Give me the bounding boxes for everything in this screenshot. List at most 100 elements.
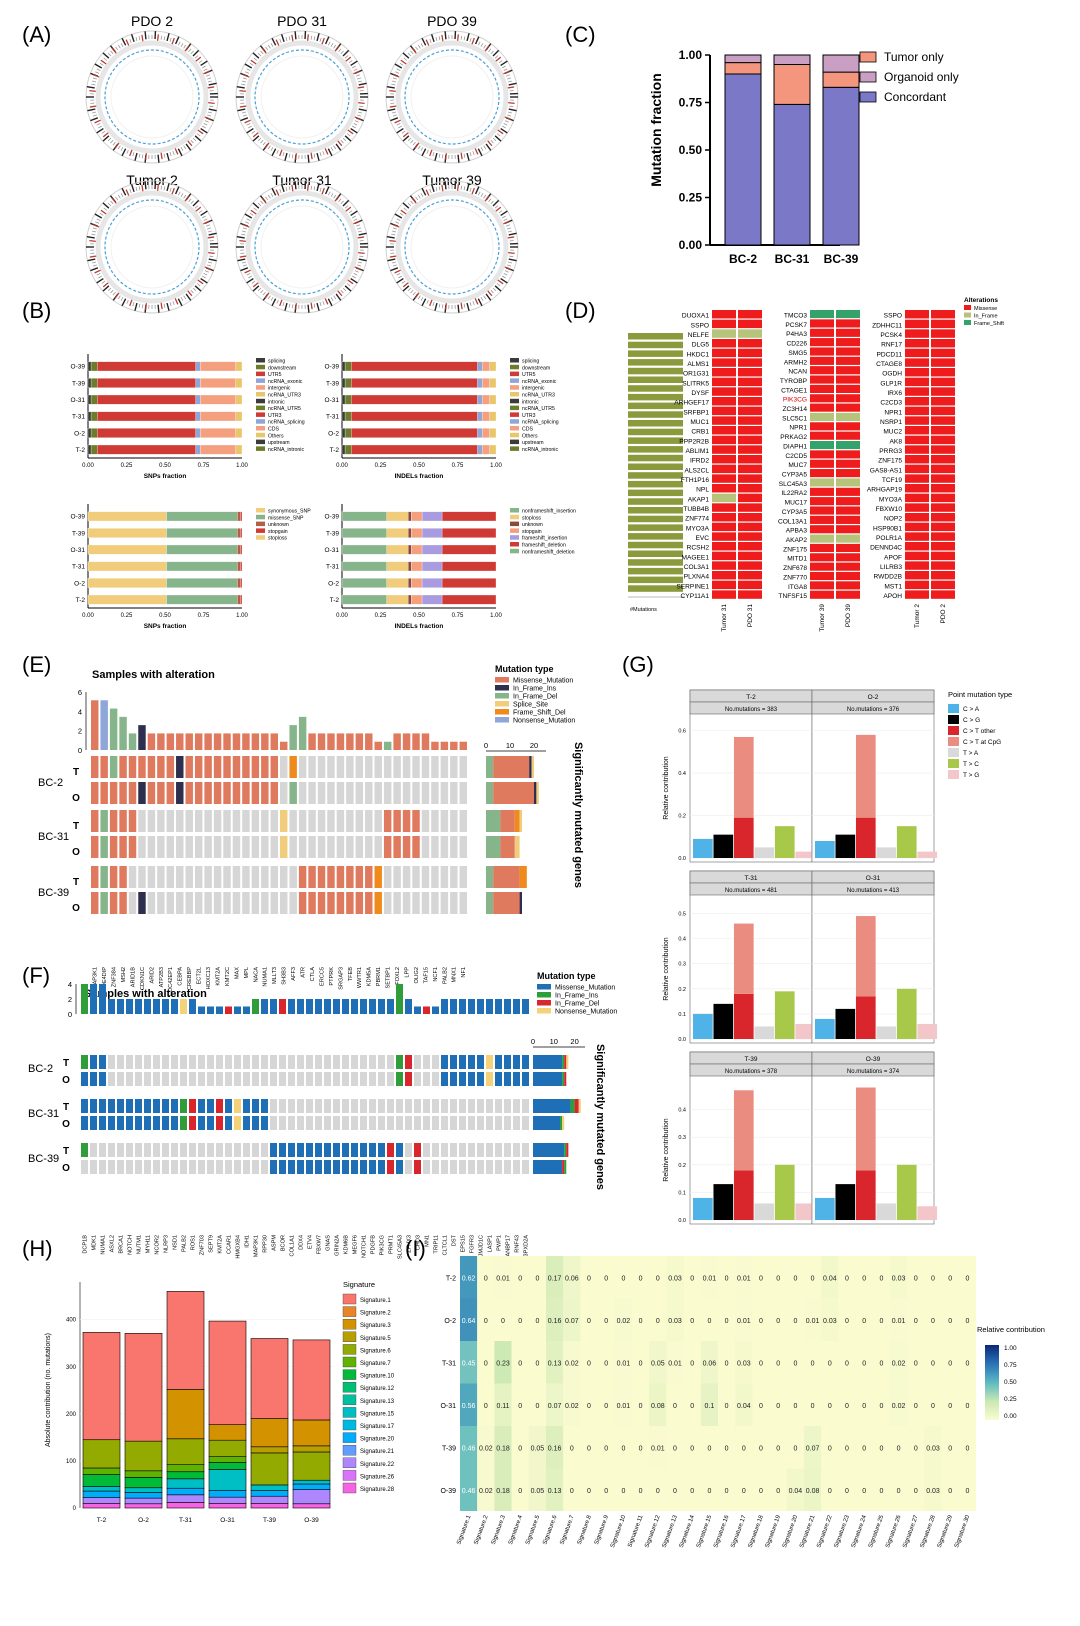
oncoprint-cell [522, 1116, 529, 1130]
circos-title: Tumor 31 [272, 172, 332, 188]
top-bar [128, 733, 137, 750]
circos-red-mark [275, 39, 280, 47]
heatmap-cell [836, 562, 860, 571]
gene-label: CDKN1C [140, 967, 146, 990]
legend-title-line: Relative contribution [977, 1325, 1045, 1334]
bar-segment [341, 411, 346, 422]
oncoprint-cell [232, 866, 241, 888]
spectrum-bar [754, 1026, 775, 1039]
cell-value: 0 [535, 1360, 539, 1367]
heatmap-cell [528, 1383, 546, 1426]
circos-tick [477, 298, 483, 307]
oncoprint-cell [383, 756, 392, 778]
circos-red-mark [471, 187, 475, 195]
oncoprint-cell [306, 1143, 313, 1157]
x-tick-label: 0.00 [82, 613, 94, 619]
bar-segment [200, 444, 236, 455]
heatmap-cell [941, 1468, 959, 1511]
heatmap-cell [614, 1341, 632, 1384]
oncoprint-cell [261, 892, 269, 914]
circos-tick [417, 44, 421, 49]
circos-tick [346, 283, 351, 287]
top-bar [144, 999, 151, 1014]
legend-swatch [948, 770, 959, 779]
oncoprint-cell [298, 756, 307, 778]
oncoprint-cell [213, 810, 222, 832]
oncoprint-cell [166, 756, 175, 778]
cell-value: 0.03 [892, 1275, 906, 1282]
spectrum-bar [855, 1170, 876, 1220]
stack-segment [208, 1424, 247, 1441]
oncoprint-cell [383, 782, 392, 804]
cell-value: 0 [621, 1488, 625, 1495]
cell-value: 0 [518, 1318, 522, 1325]
oncoprint-cell [153, 1072, 160, 1086]
legend-label: Others [522, 433, 538, 439]
circos-scatter-ring [404, 49, 500, 145]
oncoprint-cell [126, 1116, 133, 1130]
top-bar [280, 741, 288, 750]
cell-value: 0.02 [565, 1360, 579, 1367]
spectrum-bar [896, 988, 917, 1039]
spectrum-bar [713, 834, 734, 858]
legend-swatch [256, 446, 265, 451]
gene-label: PCSK4 [880, 332, 902, 339]
gene-label: ZNF175 [878, 458, 902, 465]
oncoprint-cell [270, 782, 278, 804]
heatmap-cell [738, 522, 762, 532]
circos-tick [494, 135, 502, 142]
top-axis-label: 4 [78, 707, 82, 716]
cell-value: 0.17 [548, 1275, 562, 1282]
circos-tick [340, 139, 344, 144]
circos-tick [121, 148, 127, 157]
circos-tick [390, 267, 399, 272]
cell-value: 0 [776, 1318, 780, 1325]
circos-tick [494, 205, 499, 209]
side-bar [500, 810, 515, 832]
circos-tick [480, 297, 484, 301]
cell-value: 0 [639, 1318, 643, 1325]
circos-red-mark [111, 47, 118, 55]
row-label: T-39 [442, 1445, 456, 1452]
oncoprint-cell [412, 810, 420, 832]
stack-segment [250, 1446, 289, 1454]
circos-tick [236, 85, 245, 89]
oncoprint-cell [346, 810, 354, 832]
heatmap-cell [666, 1383, 684, 1426]
circos-tick [242, 261, 247, 264]
bar-segment [341, 444, 346, 455]
bar-segment [386, 578, 409, 588]
oncoprint-cell [225, 1143, 232, 1157]
gene-label: SEPT9 [208, 1235, 214, 1253]
circos-tick [438, 36, 441, 41]
top-bar [306, 999, 313, 1014]
circos-red-mark [402, 281, 410, 288]
oncoprint-cell [431, 866, 439, 888]
bar-segment [235, 378, 243, 388]
spectrum-bar [917, 851, 938, 858]
x-tick-label: BC-39 [824, 252, 859, 266]
oncoprint-cell [317, 866, 326, 888]
cell-value: 0 [879, 1403, 883, 1410]
legend-swatch [948, 748, 959, 757]
oncoprint-cell [117, 1072, 124, 1086]
heatmap-cell [528, 1468, 546, 1511]
oncoprint-cell [374, 810, 382, 832]
gene-label: TNFSF15 [778, 593, 807, 600]
oncoprint-cell [252, 1143, 259, 1157]
top-bar [135, 999, 142, 1014]
column-label: Tumor 39 [819, 604, 826, 632]
circos-tick [157, 304, 160, 313]
heatmap-cell [810, 356, 834, 365]
circos-plot: PDO 39 [385, 13, 519, 164]
cell-value: 0.56 [462, 1403, 476, 1410]
circos-red-mark [171, 37, 175, 45]
bar-segment [441, 528, 497, 538]
heatmap-cell [855, 1256, 873, 1299]
x-tick-label: 0.25 [375, 613, 387, 619]
bar-segment [351, 428, 478, 438]
top-bar [109, 708, 118, 750]
heatmap-cell [700, 1383, 718, 1426]
heatmap-cell [712, 590, 736, 599]
heatmap-cell [786, 1383, 804, 1426]
